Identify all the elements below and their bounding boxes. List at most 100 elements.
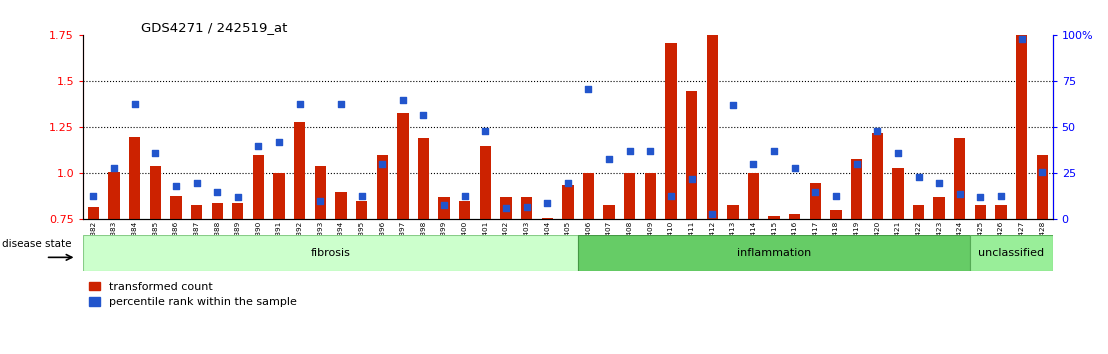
Bar <box>810 183 821 219</box>
Bar <box>727 205 739 219</box>
Bar <box>253 155 264 219</box>
Point <box>889 150 906 156</box>
Point <box>290 101 308 106</box>
Bar <box>88 207 99 219</box>
Legend: transformed count, percentile rank within the sample: transformed count, percentile rank withi… <box>89 282 297 308</box>
Bar <box>150 166 161 219</box>
Point <box>663 193 680 198</box>
Point <box>992 193 1009 198</box>
Bar <box>129 137 141 219</box>
Bar <box>975 205 986 219</box>
Text: fibrosis: fibrosis <box>310 248 350 258</box>
Bar <box>562 184 574 219</box>
Bar <box>686 91 697 219</box>
Point <box>373 161 391 167</box>
Bar <box>789 214 800 219</box>
Bar <box>521 198 532 219</box>
Point <box>352 193 370 198</box>
Point <box>786 165 803 171</box>
Point <box>724 103 741 108</box>
Bar <box>356 201 367 219</box>
Point <box>910 174 927 180</box>
Bar <box>954 138 965 219</box>
Text: GDS4271 / 242519_at: GDS4271 / 242519_at <box>141 21 288 34</box>
Point <box>208 189 226 195</box>
Bar <box>377 155 388 219</box>
Point <box>332 101 350 106</box>
Point <box>476 128 494 134</box>
Point <box>766 149 783 154</box>
Bar <box>501 198 512 219</box>
Point <box>642 149 659 154</box>
Bar <box>624 173 635 219</box>
Bar <box>439 198 450 219</box>
Bar <box>171 195 182 219</box>
Bar <box>1037 155 1048 219</box>
Bar <box>995 205 1007 219</box>
Bar <box>109 172 120 219</box>
Text: disease state: disease state <box>2 239 71 249</box>
Point <box>558 180 576 185</box>
Point <box>683 176 700 182</box>
Bar <box>872 133 883 219</box>
Point <box>146 150 164 156</box>
Bar <box>233 203 244 219</box>
Bar <box>294 122 306 219</box>
Point <box>704 211 721 217</box>
Point <box>394 97 412 103</box>
Bar <box>212 203 223 219</box>
Point <box>270 139 288 145</box>
Point <box>828 193 845 198</box>
Point <box>1013 36 1030 42</box>
Point <box>455 193 473 198</box>
Point <box>745 161 762 167</box>
Bar <box>665 43 677 219</box>
Bar <box>480 146 491 219</box>
Point <box>311 198 329 204</box>
Bar <box>578 235 971 271</box>
Text: inflammation: inflammation <box>737 248 811 258</box>
Bar <box>583 173 594 219</box>
Point <box>105 165 123 171</box>
Bar <box>604 205 615 219</box>
Bar <box>397 113 409 219</box>
Point <box>187 180 205 185</box>
Point <box>869 128 886 134</box>
Point <box>414 112 432 118</box>
Point <box>848 161 865 167</box>
Bar <box>645 173 656 219</box>
Point <box>620 149 638 154</box>
Point <box>249 143 267 149</box>
Bar <box>459 201 471 219</box>
Bar <box>1016 11 1027 219</box>
Point <box>1034 169 1051 175</box>
Bar <box>707 35 718 219</box>
Point <box>601 156 618 161</box>
Bar <box>83 235 578 271</box>
Bar <box>315 166 326 219</box>
Bar <box>892 168 903 219</box>
Bar <box>542 218 553 219</box>
Point <box>807 189 824 195</box>
Point <box>972 195 989 200</box>
Point <box>538 200 556 206</box>
Bar <box>748 173 759 219</box>
Point <box>167 183 185 189</box>
Bar <box>971 235 1053 271</box>
Point <box>126 101 144 106</box>
Bar <box>769 216 780 219</box>
Point <box>579 86 597 92</box>
Bar <box>191 205 203 219</box>
Text: unclassified: unclassified <box>978 248 1045 258</box>
Point <box>229 195 247 200</box>
Bar <box>336 192 347 219</box>
Bar <box>913 205 924 219</box>
Bar <box>418 138 429 219</box>
Bar <box>830 210 842 219</box>
Point <box>84 193 102 198</box>
Bar <box>933 198 945 219</box>
Point <box>435 202 453 207</box>
Point <box>931 180 948 185</box>
Point <box>497 206 515 211</box>
Bar <box>274 173 285 219</box>
